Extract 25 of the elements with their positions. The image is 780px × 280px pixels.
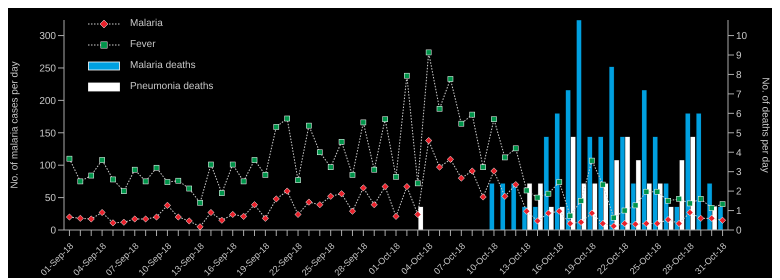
y-tick-label: 150 [39,128,56,140]
y2-tick-label: 8 [736,70,742,81]
legend-label: Pneumonia deaths [130,81,214,92]
bar [489,183,495,230]
y2-tick-label: 1 [736,206,742,218]
y2-tick-label: 6 [736,108,742,120]
y-tick-label: 250 [39,64,56,75]
y2-tick-label: 2 [736,186,742,198]
y-tick-label: 0 [50,226,56,237]
y-axis-title: No. of malaria cases per day [10,61,21,189]
y2-tick-label: 5 [736,128,742,140]
legend-label: Malaria deaths [130,60,196,71]
y2-tick-label: 4 [736,148,742,159]
y-tick-label: 200 [39,96,56,107]
y2-axis-title: No. of deaths per day [759,77,770,173]
y2-tick-label: 3 [736,167,742,178]
y2-tick-label: 0 [736,226,742,237]
y2-tick-label: 7 [736,89,742,100]
y2-tick-label: 10 [736,31,748,42]
y-tick-label: 50 [44,193,56,204]
legend-label: Fever [130,39,156,50]
y2-tick-label: 9 [736,50,742,62]
y-tick-label: 300 [39,31,56,42]
legend-label: Malaria [130,18,163,29]
y-tick-label: 100 [39,160,56,172]
